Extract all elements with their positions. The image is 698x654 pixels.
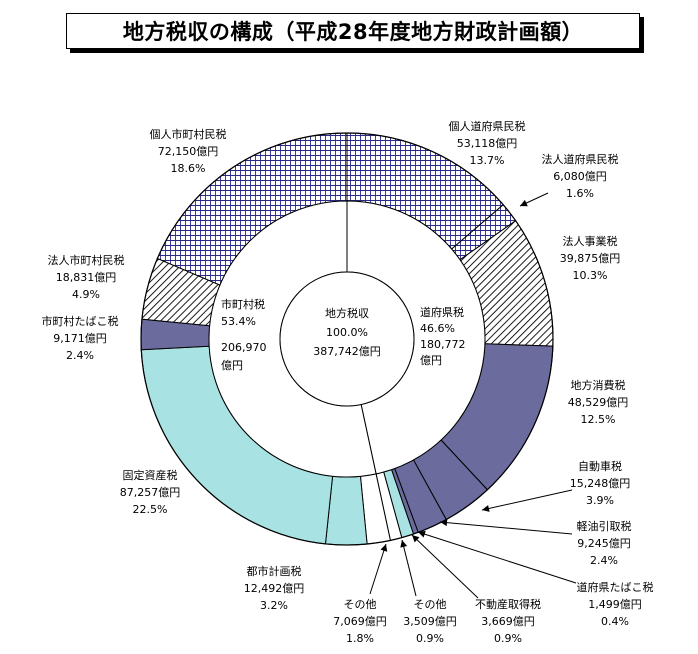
inner-label-city: 市町村税 53.4% <box>221 297 265 328</box>
outer-label-7-line-2: 0.9% <box>494 632 522 645</box>
outer-label-12-line-2: 2.4% <box>66 349 94 362</box>
outer-label-10-line-2: 3.2% <box>260 599 288 612</box>
leader-arrow-5 <box>440 519 448 527</box>
outer-label-1-line-0: 法人道府県民税 <box>542 152 619 166</box>
outer-label-13-line-0: 法人市町村民税 <box>48 253 125 267</box>
outer-label-9-line-1: 7,069億円 <box>333 615 387 628</box>
outer-label-2-line-2: 10.3% <box>573 269 608 282</box>
outer-label-4-line-1: 15,248億円 <box>570 477 631 490</box>
outer-label-12: 市町村たばこ税 9,171億円 2.4% <box>42 314 119 362</box>
outer-border <box>140 132 554 546</box>
outer-label-11-line-2: 22.5% <box>133 503 168 516</box>
outer-label-6-line-2: 0.4% <box>601 615 629 628</box>
leader-line-6 <box>417 531 577 584</box>
center-label-line-2: 387,742億円 <box>313 345 381 358</box>
inner-label-pref-line-3: 億円 <box>420 354 442 367</box>
outer-label-10: 都市計画税 12,492億円 3.2% <box>244 564 305 612</box>
inner-label-city-amount: 206,970 億円 <box>221 341 267 372</box>
outer-label-8-line-1: 3,509億円 <box>403 615 457 628</box>
outer-label-14: 個人市町村民税 72,150億円 18.6% <box>150 127 227 175</box>
leader-line-8 <box>401 539 417 597</box>
leader-arrow-6 <box>418 530 426 538</box>
outer-label-14-line-2: 18.6% <box>171 162 206 175</box>
outer-label-5-line-0: 軽油引取税 <box>577 519 632 533</box>
leader-line-7 <box>411 534 479 599</box>
outer-label-1-line-2: 1.6% <box>566 187 594 200</box>
outer-label-13-line-2: 4.9% <box>72 288 100 301</box>
inner-label-city-amount-line-1: 億円 <box>221 359 243 372</box>
inner-label-pref-line-1: 46.6% <box>420 322 455 335</box>
outer-label-0-line-2: 13.7% <box>470 154 505 167</box>
leader-arrow-1 <box>520 199 528 207</box>
outer-label-1-line-1: 6,080億円 <box>553 170 607 183</box>
outer-label-8-line-0: その他 <box>414 598 447 611</box>
outer-label-5-line-1: 9,245億円 <box>577 537 631 550</box>
outer-label-0-line-1: 53,118億円 <box>457 137 518 150</box>
outer-label-14-line-1: 72,150億円 <box>158 145 219 158</box>
center-label-line-1: 100.0% <box>326 326 368 339</box>
inner-label-pref-line-0: 道府県税 <box>420 305 464 319</box>
leader-line-4 <box>481 489 573 511</box>
outer-label-13: 法人市町村民税 18,831億円 4.9% <box>48 253 125 301</box>
outer-label-11-line-0: 固定資産税 <box>123 468 178 482</box>
center-label-line-0: 地方税収 <box>325 306 369 320</box>
outer-label-2-line-1: 39,875億円 <box>560 252 621 265</box>
center-label: 地方税収 100.0% 387,742億円 <box>313 306 381 358</box>
leader-line-9 <box>369 543 387 595</box>
outer-label-2-line-0: 法人事業税 <box>563 234 618 248</box>
outer-label-4: 自動車税 15,248億円 3.9% <box>570 459 631 507</box>
outer-label-5: 軽油引取税 9,245億円 2.4% <box>577 519 632 567</box>
leader-arrow-8 <box>400 540 408 548</box>
center-circle <box>279 271 415 407</box>
outer-label-6: 道府県たばこ税 1,499億円 0.4% <box>577 580 654 628</box>
outer-label-9-line-0: その他 <box>344 598 377 611</box>
outer-label-2: 法人事業税 39,875億円 10.3% <box>560 234 621 282</box>
inner-label-city-amount-line-0: 206,970 <box>221 341 267 354</box>
outer-label-8: その他 3,509億円 0.9% <box>403 598 457 645</box>
outer-label-11: 固定資産税 87,257億円 22.5% <box>120 468 181 516</box>
outer-label-8-line-2: 0.9% <box>416 632 444 645</box>
leader-arrow-4 <box>482 505 490 512</box>
outer-label-3: 地方消費税 48,529億円 12.5% <box>568 378 629 426</box>
leader-arrow-7 <box>412 535 420 543</box>
outer-label-7-line-1: 3,669億円 <box>481 615 535 628</box>
outer-label-4-line-0: 自動車税 <box>578 459 622 473</box>
outer-label-10-line-0: 都市計画税 <box>247 564 302 578</box>
outer-label-3-line-0: 地方消費税 <box>571 378 626 392</box>
inner-label-pref: 道府県税 46.6% 180,772 億円 <box>420 305 466 367</box>
inner-label-pref-line-2: 180,772 <box>420 338 466 351</box>
outer-label-3-line-1: 48,529億円 <box>568 396 629 409</box>
inner-label-city-line-1: 53.4% <box>221 315 256 328</box>
outer-label-10-line-1: 12,492億円 <box>244 582 305 595</box>
outer-label-0: 個人道府県民税 53,118億円 13.7% <box>449 119 526 167</box>
outer-label-3-line-2: 12.5% <box>581 413 616 426</box>
outer-label-7: 不動産取得税 3,669億円 0.9% <box>475 597 541 645</box>
chart-title-box: 地方税収の構成（平成28年度地方財政計画額） <box>66 13 640 49</box>
inner-label-city-line-0: 市町村税 <box>221 297 265 311</box>
leader-line-5 <box>439 521 573 535</box>
outer-label-5-line-2: 2.4% <box>590 554 618 567</box>
outer-label-13-line-1: 18,831億円 <box>56 271 117 284</box>
outer-label-12-line-1: 9,171億円 <box>53 332 107 345</box>
outer-label-6-line-1: 1,499億円 <box>588 598 642 611</box>
outer-label-12-line-0: 市町村たばこ税 <box>42 314 119 328</box>
outer-label-4-line-2: 3.9% <box>586 494 614 507</box>
outer-label-1: 法人道府県民税 6,080億円 1.6% <box>542 152 619 200</box>
outer-label-14-line-0: 個人市町村民税 <box>150 127 227 141</box>
outer-label-6-line-0: 道府県たばこ税 <box>577 580 654 594</box>
outer-label-7-line-0: 不動産取得税 <box>475 597 541 611</box>
outer-label-9: その他 7,069億円 1.8% <box>333 598 387 645</box>
outer-label-9-line-2: 1.8% <box>346 632 374 645</box>
outer-label-0-line-0: 個人道府県民税 <box>449 119 526 133</box>
outer-label-11-line-1: 87,257億円 <box>120 486 181 499</box>
chart-title: 地方税収の構成（平成28年度地方財政計画額） <box>122 20 584 44</box>
leader-arrow-9 <box>380 544 388 552</box>
